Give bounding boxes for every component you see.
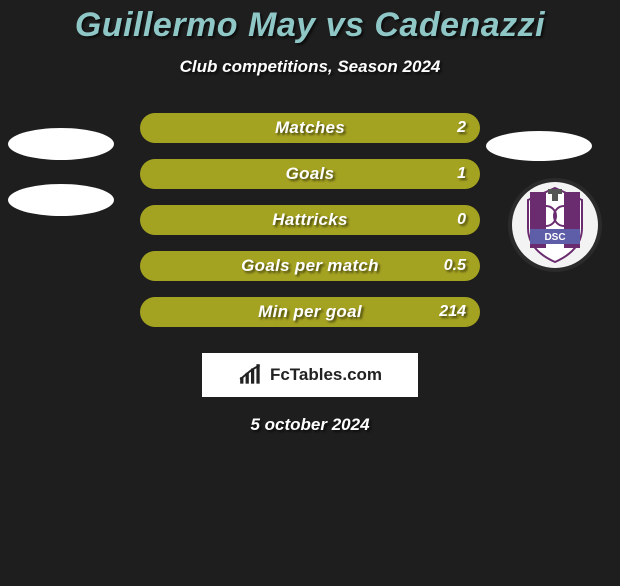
stat-value: 214	[439, 303, 466, 321]
stat-label: Min per goal	[258, 302, 362, 322]
stats-list: Matches 2 Goals 1 Hattricks 0 Goals per match 0…	[140, 113, 480, 327]
right-player-placeholder	[486, 131, 592, 161]
subtitle: Club competitions, Season 2024	[0, 57, 620, 77]
stat-label: Goals	[286, 164, 335, 184]
stat-label: Goals per match	[241, 256, 379, 276]
stat-row: Min per goal 214	[140, 297, 480, 327]
placeholder-ellipse	[8, 128, 114, 160]
watermark-text: FcTables.com	[270, 365, 382, 385]
date-label: 5 october 2024	[0, 415, 620, 435]
club-badge-icon: DSC	[512, 182, 598, 268]
left-player-placeholder	[8, 128, 114, 216]
stat-label: Matches	[275, 118, 345, 138]
stat-row: Matches 2	[140, 113, 480, 143]
stat-row: Goals 1	[140, 159, 480, 189]
bar-chart-icon	[238, 362, 264, 388]
stat-label: Hattricks	[272, 210, 347, 230]
page-title: Guillermo May vs Cadenazzi	[0, 6, 620, 45]
club-badge-text: DSC	[544, 232, 565, 243]
stat-row: Hattricks 0	[140, 205, 480, 235]
placeholder-ellipse	[8, 184, 114, 216]
stat-row: Goals per match 0.5	[140, 251, 480, 281]
stat-value: 1	[457, 165, 466, 183]
stat-value: 0.5	[444, 257, 466, 275]
stat-value: 0	[457, 211, 466, 229]
club-badge: DSC	[512, 182, 598, 268]
stat-value: 2	[457, 119, 466, 137]
watermark: FcTables.com	[202, 353, 418, 397]
